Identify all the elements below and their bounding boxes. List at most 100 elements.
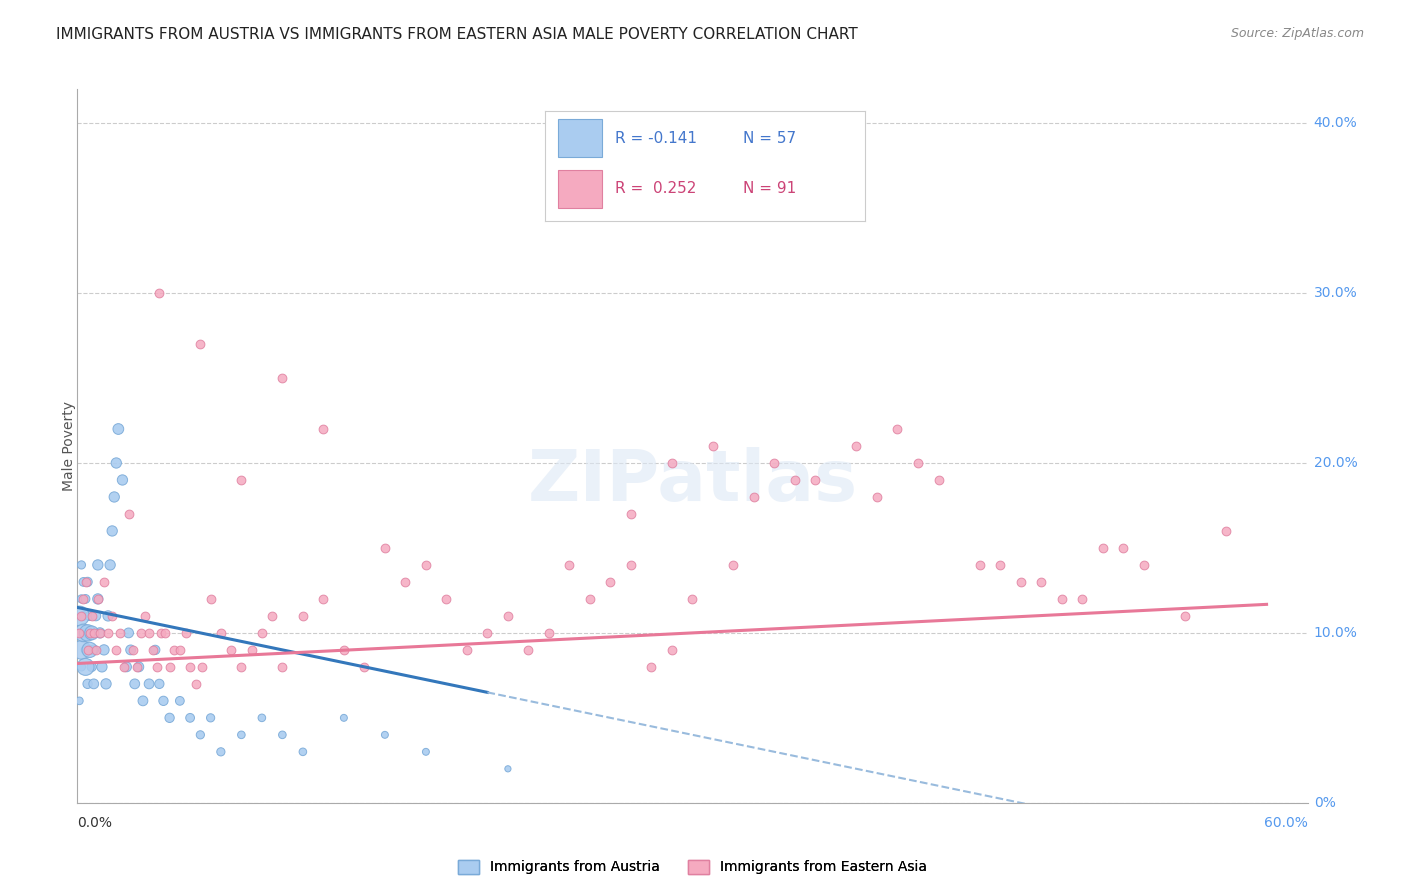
Point (70, 608, 93, 623)
Point (93, 574, 115, 589)
Point (250, 626, 273, 640)
Point (120, 643, 142, 657)
Point (114, 660, 136, 674)
Point (84, 608, 107, 623)
Text: IMMIGRANTS FROM AUSTRIA VS IMMIGRANTS FROM EASTERN ASIA MALE POVERTY CORRELATION: IMMIGRANTS FROM AUSTRIA VS IMMIGRANTS FR… (56, 27, 858, 42)
Point (83, 626, 105, 640)
Text: 40.0%: 40.0% (1313, 116, 1357, 130)
Point (291, 608, 314, 623)
Text: Source: ZipAtlas.com: Source: ZipAtlas.com (1230, 27, 1364, 40)
Point (763, 456, 786, 470)
Point (70, 643, 93, 657)
Point (70, 660, 93, 674)
Point (93, 643, 115, 657)
Point (1050, 591, 1073, 606)
Text: 30.0%: 30.0% (1313, 286, 1357, 300)
Point (97, 626, 120, 640)
Point (394, 574, 416, 589)
Point (72, 591, 94, 606)
Point (702, 439, 724, 453)
Point (98, 558, 121, 572)
Point (79, 626, 101, 640)
Point (72, 608, 94, 623)
Point (125, 660, 148, 674)
Point (138, 626, 160, 640)
Point (87, 591, 110, 606)
Point (70, 591, 93, 606)
Point (70, 558, 93, 572)
Point (179, 711, 201, 725)
Point (291, 745, 314, 759)
Point (128, 660, 150, 674)
Point (159, 711, 181, 725)
Point (1132, 558, 1154, 572)
Point (155, 626, 177, 640)
Point (80, 626, 103, 640)
Point (89, 626, 111, 640)
Point (250, 711, 273, 725)
Point (640, 660, 662, 674)
Point (79, 643, 101, 657)
Point (115, 660, 138, 674)
Text: 0%: 0% (1313, 796, 1336, 810)
Text: N = 57: N = 57 (744, 131, 796, 145)
Point (163, 643, 186, 657)
Text: R = -0.141: R = -0.141 (616, 131, 697, 145)
Point (723, 558, 745, 572)
Text: N = 91: N = 91 (744, 180, 796, 195)
Point (1071, 591, 1094, 606)
Point (496, 762, 519, 776)
Point (80, 626, 103, 640)
Point (148, 286, 170, 301)
Point (188, 728, 212, 742)
Point (742, 490, 765, 504)
Point (134, 608, 156, 623)
Point (312, 591, 335, 606)
Point (87, 591, 110, 606)
Point (143, 643, 166, 657)
Point (783, 473, 806, 487)
Point (1174, 608, 1197, 623)
Point (271, 371, 294, 385)
Point (117, 507, 139, 521)
Point (620, 507, 643, 521)
Point (186, 677, 208, 691)
Point (1010, 574, 1032, 589)
Point (148, 677, 170, 691)
Text: 10.0%: 10.0% (1313, 626, 1358, 640)
Point (988, 558, 1011, 572)
Point (97, 608, 120, 623)
Point (188, 337, 212, 351)
Point (169, 694, 191, 708)
Point (80, 608, 103, 623)
Point (117, 626, 139, 640)
Point (79, 608, 101, 623)
Point (142, 643, 165, 657)
Point (333, 711, 356, 725)
Point (83, 677, 105, 691)
Point (79, 643, 101, 657)
Point (620, 558, 643, 572)
Point (87, 558, 110, 572)
Point (456, 643, 478, 657)
Point (415, 745, 437, 759)
Point (886, 422, 908, 436)
Point (174, 626, 197, 640)
Point (129, 626, 152, 640)
Point (219, 643, 242, 657)
Point (333, 643, 356, 657)
Point (75, 643, 97, 657)
Point (907, 456, 929, 470)
Text: 0.0%: 0.0% (77, 816, 112, 830)
Point (124, 677, 146, 691)
Point (80, 660, 103, 674)
Point (72, 626, 94, 640)
Point (101, 608, 124, 623)
Point (661, 643, 683, 657)
Point (152, 694, 174, 708)
Point (353, 660, 375, 674)
Point (599, 574, 621, 589)
Point (312, 422, 335, 436)
Point (146, 660, 169, 674)
Point (101, 524, 124, 538)
